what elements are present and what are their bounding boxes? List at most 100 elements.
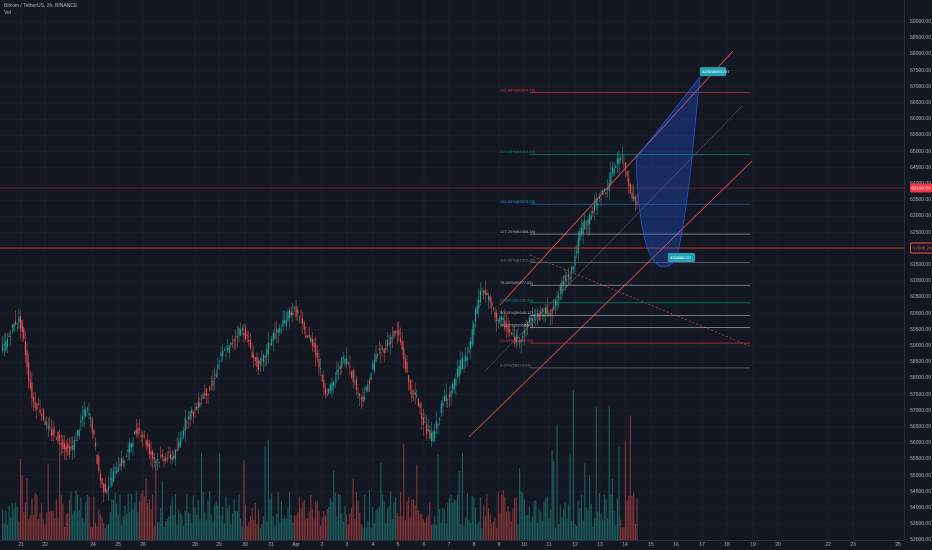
volume-bar [200, 452, 203, 540]
volume-bar [564, 502, 566, 540]
candle-body [636, 201, 638, 206]
volume-bar [574, 523, 576, 540]
candle-body [543, 314, 545, 317]
fib-extension[interactable]: 261.80%(66824.75) 220.00%(64915.43) 161.80… [500, 87, 750, 369]
volume-bar [532, 516, 534, 540]
candle-body [419, 403, 421, 409]
candle-body [184, 417, 186, 431]
symbol-title[interactable]: Bitcoin / TetherUS, 2h, BINANCE [4, 3, 78, 9]
price-tick-label: 59000.00 [910, 343, 931, 349]
volume-bar [174, 494, 177, 540]
volume-bar [375, 509, 377, 540]
volume-bar [401, 516, 403, 540]
volume-bar [597, 511, 599, 540]
volume-bar [618, 447, 620, 540]
candle-body [207, 393, 209, 395]
volume-bar [346, 514, 348, 540]
volume-bar [598, 492, 601, 540]
candle-body [631, 192, 633, 199]
candle-body [204, 393, 206, 396]
candle-body [510, 332, 512, 334]
candle-body [318, 359, 320, 368]
price-scale[interactable]: 69000.00 68500.00 68000.00 67500.00 67000.00… [904, 0, 932, 543]
candle-body [517, 337, 519, 338]
volume-bar [368, 490, 371, 540]
volume-bar [333, 470, 335, 540]
volume-bar [412, 499, 415, 540]
candle-body [443, 396, 446, 401]
candle-body [297, 310, 299, 314]
candle-body [465, 355, 467, 362]
volume-bar [244, 504, 247, 540]
time-tick-label: 23 [850, 542, 856, 548]
candle-body [186, 421, 188, 423]
volume-bar [559, 504, 561, 540]
volume-bar [220, 515, 222, 540]
volume-bar [337, 493, 340, 540]
volume-bar [199, 519, 201, 540]
volume-bar [336, 516, 338, 540]
candle-body [561, 281, 563, 295]
candle-body [458, 365, 460, 377]
candle-body [233, 339, 235, 342]
channel-mid-line [484, 105, 743, 372]
volume-bar [225, 496, 227, 540]
candle-body [150, 451, 152, 456]
candle-body [518, 341, 521, 343]
volume-bar [184, 510, 186, 540]
candle-body [370, 373, 372, 381]
candle-body [564, 275, 566, 281]
volume-bar [421, 514, 423, 540]
volume-bar [3, 523, 5, 540]
volume-bar [173, 514, 175, 540]
candle-body [316, 353, 318, 358]
volume-bar [26, 478, 28, 540]
volume-bar [373, 523, 375, 540]
channel-lower-line[interactable] [468, 160, 753, 438]
candle-body [238, 328, 240, 336]
volume-bar [463, 525, 465, 540]
volume-bar [611, 478, 614, 540]
volume-bar [187, 512, 190, 540]
volume-bar [448, 498, 450, 540]
candle-body [65, 446, 67, 452]
volume-bar [121, 525, 123, 540]
volume-bar [590, 504, 592, 540]
volume-bar [130, 493, 132, 540]
candle-body [28, 362, 30, 381]
volume-bar [241, 526, 243, 540]
candle-body [290, 311, 292, 316]
candle-body [633, 195, 635, 200]
candle-body [31, 382, 33, 399]
candle-body [414, 391, 416, 395]
candle-body [313, 342, 315, 348]
candle-body [481, 290, 483, 292]
candle-body [350, 371, 353, 378]
candle-body [590, 216, 592, 220]
candle-body [597, 203, 599, 207]
volume-bar [91, 527, 93, 540]
volume-bar [163, 526, 165, 540]
candle-body [251, 352, 253, 358]
volume-bar [293, 515, 296, 540]
volume-bar [497, 492, 499, 540]
price-tick-label: 65000.00 [910, 148, 931, 155]
volume-bar [142, 490, 144, 540]
time-tick-label: 13 [597, 542, 603, 548]
candle-body [11, 324, 13, 328]
candle-body [15, 321, 17, 325]
volume-study-label[interactable]: Vol [4, 10, 11, 16]
volume-bar [341, 513, 343, 540]
volume-bar [494, 517, 496, 540]
candle-body [285, 320, 287, 327]
candle-body [289, 310, 291, 319]
candle-body [73, 439, 75, 451]
candle-body [404, 358, 406, 369]
volume-bar [633, 492, 635, 540]
candle-body [388, 343, 390, 344]
volume-bar [280, 501, 283, 540]
time-axis[interactable]: 21 22 24 25 26 28 29 30 31 Apr 2 3 4 5 6 7 8 9 10 11 12 13 14 1… [0, 540, 904, 550]
candle-body [430, 432, 433, 442]
candle-body [266, 348, 268, 357]
